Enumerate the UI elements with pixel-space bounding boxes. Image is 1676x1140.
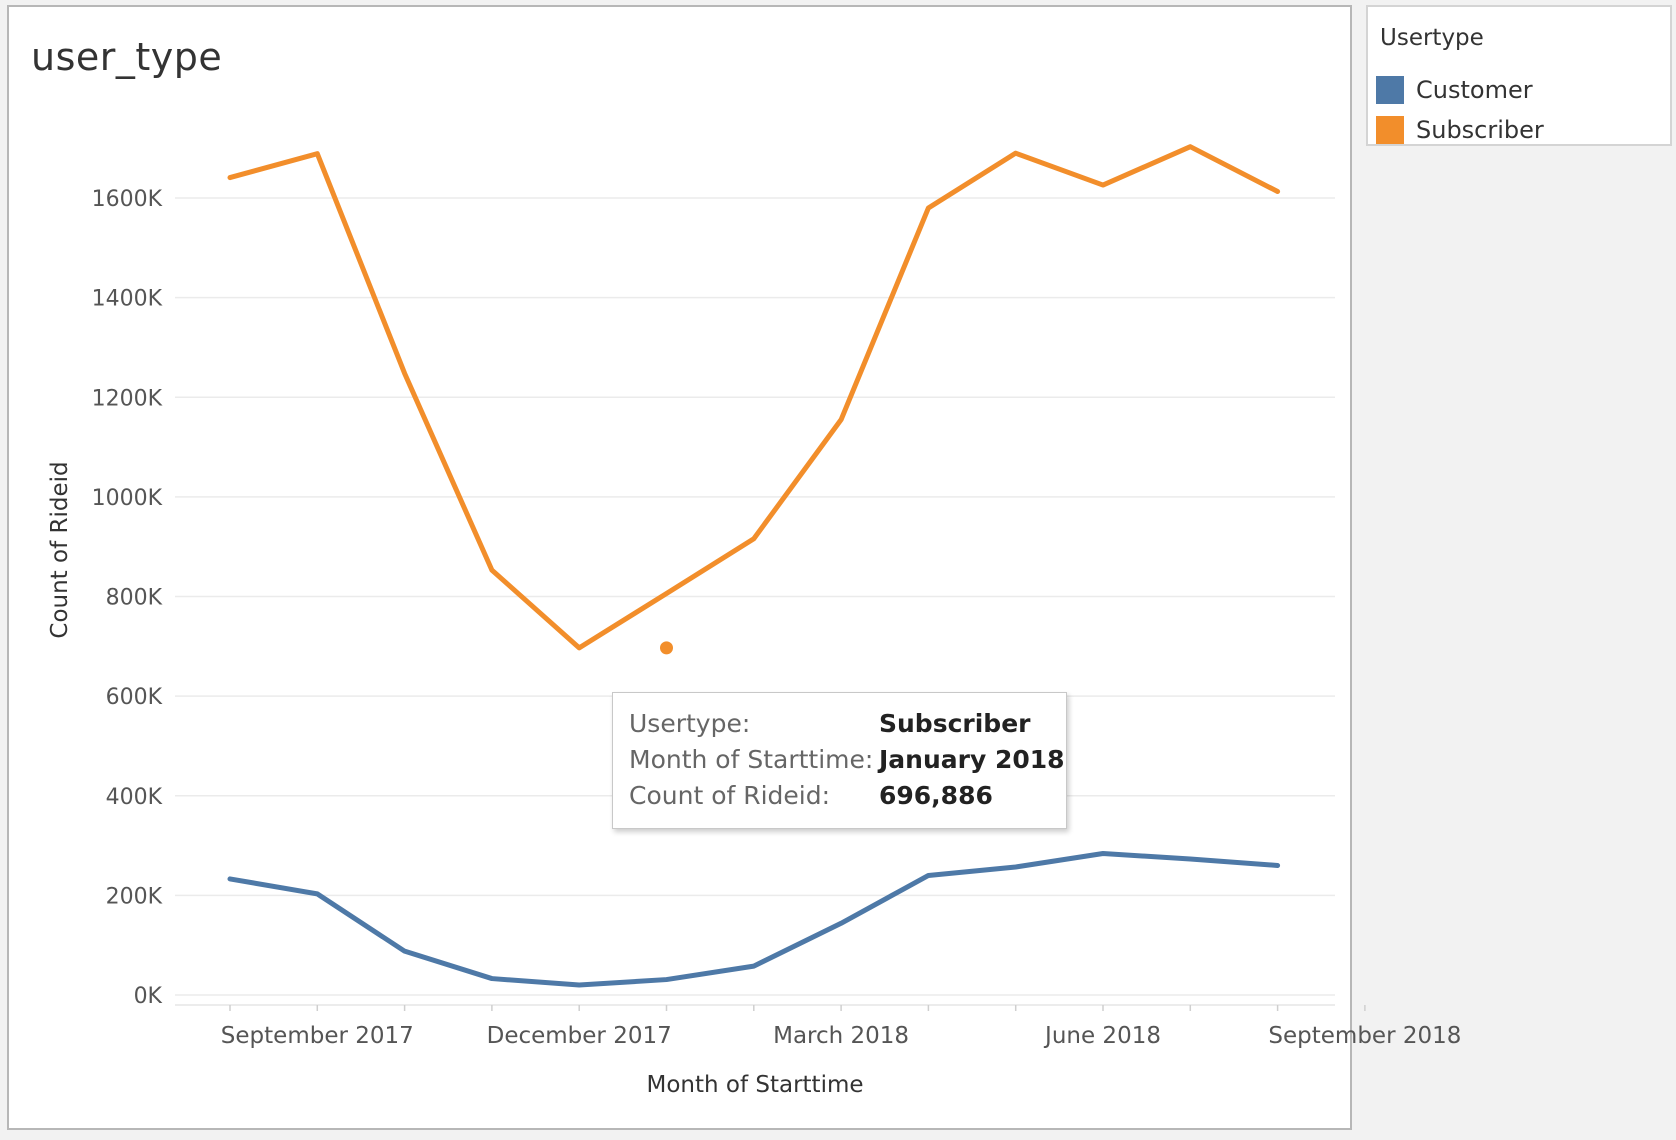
- tooltip-value: 696,886: [879, 781, 993, 810]
- y-axis-title: Count of Rideid: [47, 461, 73, 638]
- subscriber-swatch: [1376, 116, 1404, 144]
- x-tick-label: September 2017: [221, 1023, 414, 1049]
- series-lines: [227, 144, 1281, 988]
- y-axis-ticks: 0K 200K 400K 600K 800K 1000K 1200K 1400K 1600K: [92, 187, 163, 1009]
- tooltip-key: Usertype:: [629, 709, 751, 738]
- highlighted-point: [660, 641, 673, 655]
- y-tick-label: 600K: [106, 685, 163, 710]
- series-line-subscriber: [227, 144, 1281, 651]
- customer-swatch: [1376, 76, 1404, 104]
- tooltip-key: Month of Starttime:: [629, 745, 874, 774]
- legend: Usertype Customer Subscriber: [1366, 5, 1672, 146]
- tooltip: Usertype: Subscriber Month of Starttime:…: [612, 692, 1067, 829]
- tooltip-value: Subscriber: [879, 709, 1031, 738]
- legend-title: Usertype: [1380, 25, 1484, 51]
- x-tick-label: September 2018: [1268, 1023, 1461, 1049]
- x-tick-label: March 2018: [773, 1023, 909, 1049]
- y-tick-label: 0K: [134, 984, 163, 1009]
- y-tick-label: 800K: [106, 586, 163, 611]
- x-axis-title: Month of Starttime: [646, 1072, 863, 1098]
- legend-item-customer[interactable]: Customer: [1376, 75, 1533, 105]
- tooltip-value: January 2018: [879, 745, 1065, 774]
- x-axis-ticks: September 2017 December 2017 March 2018 Jun…: [221, 1005, 1461, 1049]
- chart-title: user_type: [31, 35, 223, 79]
- legend-label: Subscriber: [1416, 116, 1544, 144]
- y-tick-label: 1400K: [92, 287, 163, 312]
- series-line-customer: [227, 851, 1281, 988]
- x-tick-label: June 2018: [1043, 1023, 1161, 1049]
- y-tick-label: 1600K: [92, 187, 163, 212]
- y-tick-label: 200K: [106, 884, 163, 909]
- legend-item-subscriber[interactable]: Subscriber: [1376, 115, 1544, 145]
- grid-lines: [175, 197, 1335, 1006]
- tooltip-row: Usertype: Subscriber: [629, 709, 1030, 743]
- tooltip-row: Month of Starttime: January 2018: [629, 745, 1065, 779]
- x-tick-label: December 2017: [487, 1023, 672, 1049]
- tooltip-key: Count of Rideid:: [629, 781, 831, 810]
- chart-panel: user_type: [7, 5, 1352, 1130]
- tooltip-row: Count of Rideid: 696,886: [629, 781, 993, 815]
- y-tick-label: 400K: [106, 785, 163, 810]
- legend-label: Customer: [1416, 76, 1533, 104]
- y-tick-label: 1000K: [92, 486, 163, 511]
- y-tick-label: 1200K: [92, 386, 163, 411]
